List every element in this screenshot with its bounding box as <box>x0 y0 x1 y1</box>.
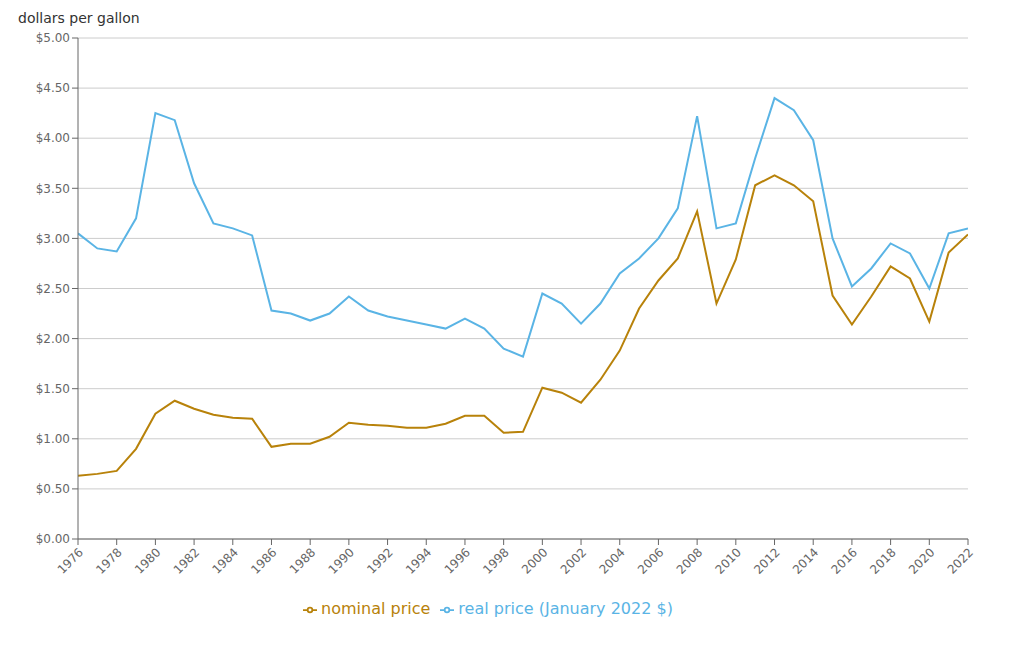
svg-text:$0.00: $0.00 <box>36 532 70 546</box>
svg-text:1992: 1992 <box>364 545 395 576</box>
svg-text:2012: 2012 <box>751 545 782 576</box>
svg-text:1982: 1982 <box>171 545 202 576</box>
html-text:dollars per gallon: dollars per gallon <box>18 10 140 26</box>
svg-text:2008: 2008 <box>674 545 705 576</box>
svg-text:2000: 2000 <box>519 545 550 576</box>
svg-text:1980: 1980 <box>132 545 163 576</box>
html-text:nominal price: nominal price <box>321 599 431 618</box>
svg-text:$3.00: $3.00 <box>36 232 70 246</box>
svg-text:$0.50: $0.50 <box>36 482 70 496</box>
svg-text:2004: 2004 <box>596 545 627 576</box>
svg-text:2022: 2022 <box>945 545 976 576</box>
svg-text:$4.00: $4.00 <box>36 131 70 145</box>
svg-text:1990: 1990 <box>326 545 357 576</box>
svg-text:$5.00: $5.00 <box>36 31 70 45</box>
svg-text:2014: 2014 <box>790 545 821 576</box>
svg-text:1978: 1978 <box>93 545 124 576</box>
svg-text:1986: 1986 <box>248 545 279 576</box>
svg-text:$1.00: $1.00 <box>36 432 70 446</box>
svg-text:$2.50: $2.50 <box>36 282 70 296</box>
svg-text:$3.50: $3.50 <box>36 182 70 196</box>
svg-text:2016: 2016 <box>829 545 860 576</box>
svg-text:$2.00: $2.00 <box>36 332 70 346</box>
svg-text:1998: 1998 <box>480 545 511 576</box>
svg-text:1996: 1996 <box>442 545 473 576</box>
svg-text:$1.50: $1.50 <box>36 382 70 396</box>
svg-text:2010: 2010 <box>712 545 743 576</box>
svg-text:2006: 2006 <box>635 545 666 576</box>
svg-text:$4.50: $4.50 <box>36 81 70 95</box>
svg-text:2002: 2002 <box>558 545 589 576</box>
svg-text:1988: 1988 <box>287 545 318 576</box>
svg-text:2018: 2018 <box>867 545 898 576</box>
svg-text:1976: 1976 <box>55 545 86 576</box>
svg-text:1994: 1994 <box>403 545 434 576</box>
svg-text:1984: 1984 <box>209 545 240 576</box>
svg-text:2020: 2020 <box>906 545 937 576</box>
html-text:real price (January 2022 $): real price (January 2022 $) <box>458 599 673 618</box>
